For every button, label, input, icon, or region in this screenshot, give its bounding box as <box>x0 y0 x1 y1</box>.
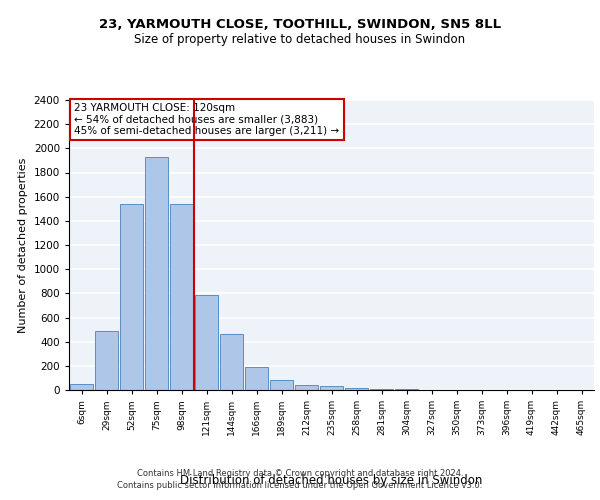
Bar <box>370 389 393 390</box>
Bar <box>320 386 343 390</box>
Bar <box>245 367 268 390</box>
Y-axis label: Number of detached properties: Number of detached properties <box>18 158 28 332</box>
Bar <box>195 294 218 390</box>
Text: 23, YARMOUTH CLOSE, TOOTHILL, SWINDON, SN5 8LL: 23, YARMOUTH CLOSE, TOOTHILL, SWINDON, S… <box>99 18 501 30</box>
Text: Size of property relative to detached houses in Swindon: Size of property relative to detached ho… <box>134 32 466 46</box>
Bar <box>345 388 368 390</box>
Text: 23 YARMOUTH CLOSE: 120sqm
← 54% of detached houses are smaller (3,883)
45% of se: 23 YARMOUTH CLOSE: 120sqm ← 54% of detac… <box>74 103 340 136</box>
Bar <box>220 334 243 390</box>
Bar <box>145 157 168 390</box>
X-axis label: Distribution of detached houses by size in Swindon: Distribution of detached houses by size … <box>181 474 482 488</box>
Text: Contains HM Land Registry data © Crown copyright and database right 2024.: Contains HM Land Registry data © Crown c… <box>137 468 463 477</box>
Bar <box>170 204 193 390</box>
Bar <box>95 331 118 390</box>
Bar <box>70 384 93 390</box>
Bar <box>295 385 318 390</box>
Bar <box>120 204 143 390</box>
Text: Contains public sector information licensed under the Open Government Licence v3: Contains public sector information licen… <box>118 481 482 490</box>
Bar <box>270 380 293 390</box>
